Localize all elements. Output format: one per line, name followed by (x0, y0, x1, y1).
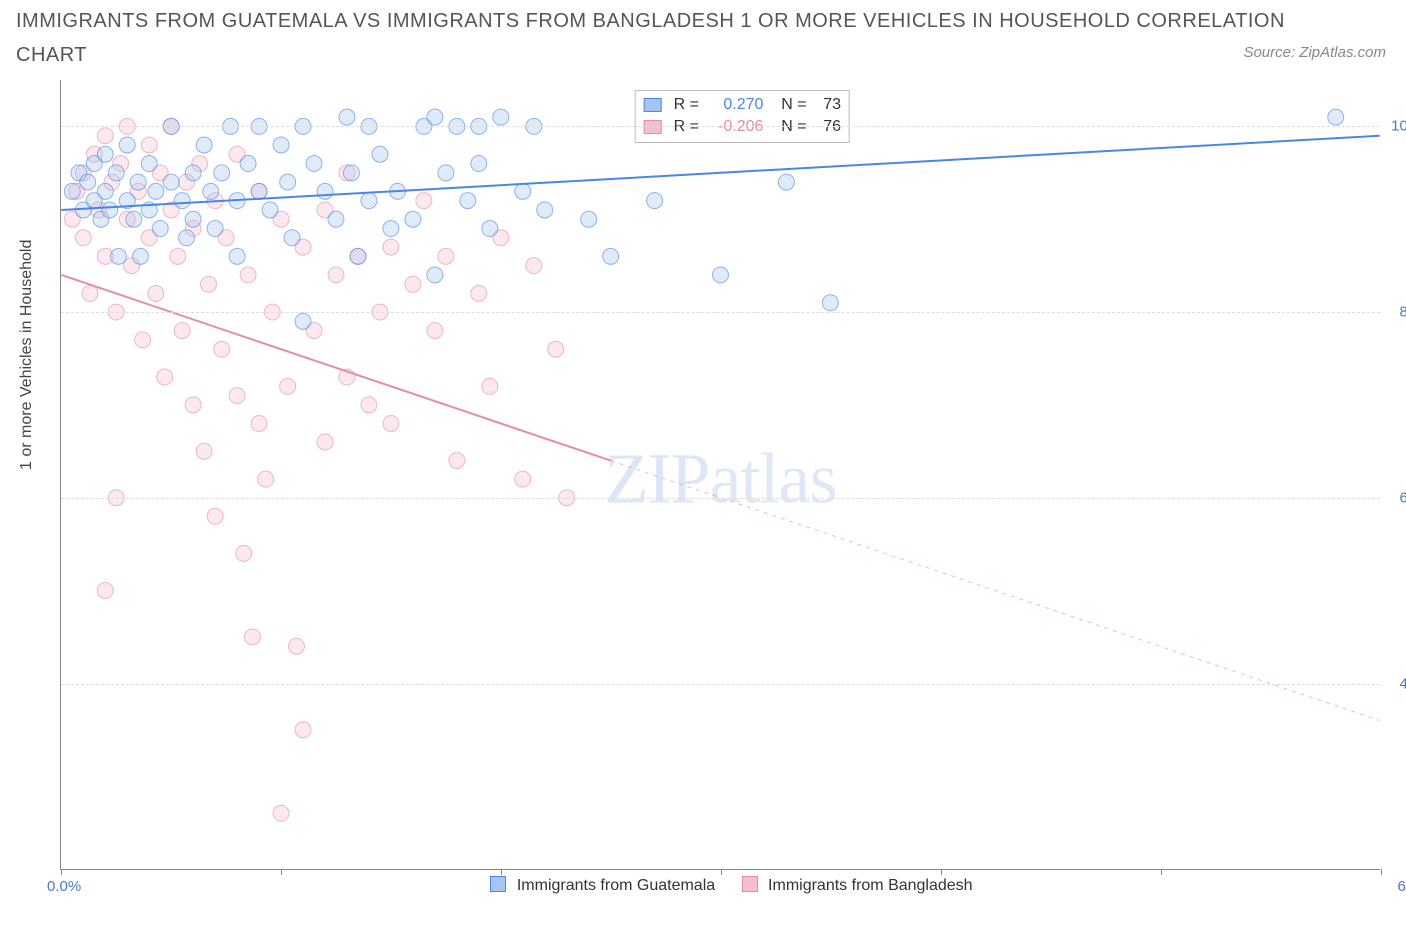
gridline (61, 498, 1380, 499)
chart-title: IMMIGRANTS FROM GUATEMALA VS IMMIGRANTS … (16, 10, 1285, 33)
chart-svg (61, 80, 1380, 869)
x-tick (1161, 869, 1162, 875)
legend-label-b: Immigrants from Bangladesh (768, 877, 973, 894)
x-tick (1381, 869, 1382, 875)
source-attribution: Source: ZipAtlas.com (1243, 44, 1386, 61)
n-value-a: 73 (811, 94, 841, 116)
legend-swatch-b (742, 876, 758, 892)
r-value-a: 0.270 (703, 94, 763, 116)
y-tick-label: 40.0% (1399, 676, 1406, 693)
plot-area: ZIPatlas R = 0.270 N = 73 R = -0.206 N =… (60, 80, 1380, 870)
n-label: N = (781, 96, 806, 113)
y-tick-label: 100.0% (1391, 118, 1406, 135)
legend-label-a: Immigrants from Guatemala (517, 877, 715, 894)
x-tick (941, 869, 942, 875)
gridline (61, 312, 1380, 313)
gridline (61, 126, 1380, 127)
stats-legend-box: R = 0.270 N = 73 R = -0.206 N = 76 (634, 90, 850, 143)
chart-subtitle: CHART (16, 44, 87, 67)
r-label: R = (674, 96, 699, 113)
r-value-b: -0.206 (703, 116, 763, 138)
x-tick (61, 869, 62, 875)
x-tick (281, 869, 282, 875)
x-tick (501, 869, 502, 875)
stats-row-b: R = -0.206 N = 76 (643, 116, 841, 138)
x-tick (721, 869, 722, 875)
legend-bottom: Immigrants from Guatemala Immigrants fro… (61, 876, 1380, 895)
gridline (61, 684, 1380, 685)
y-tick-label: 80.0% (1399, 304, 1406, 321)
y-axis-label: 1 or more Vehicles in Household (18, 240, 36, 470)
swatch-series-a (643, 98, 661, 112)
y-tick-label: 60.0% (1399, 490, 1406, 507)
x-tick-label-max: 60.0% (1397, 878, 1406, 895)
n-value-b: 76 (811, 116, 841, 138)
stats-row-a: R = 0.270 N = 73 (643, 94, 841, 116)
legend-swatch-a (490, 876, 506, 892)
